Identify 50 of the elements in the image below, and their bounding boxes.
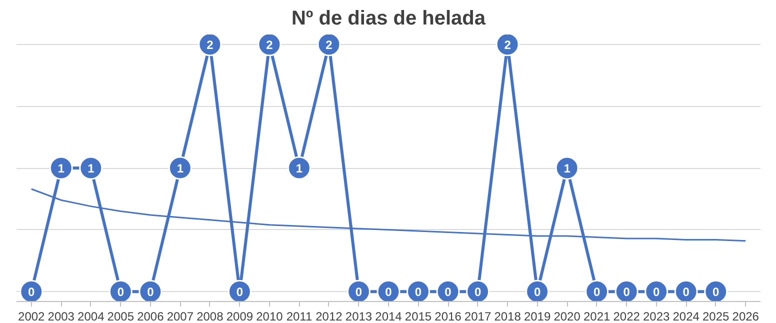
x-tick-label: 2020 [554,310,581,323]
data-label: 0 [117,285,124,300]
x-tick-label: 2013 [345,310,372,323]
data-label: 0 [653,285,660,300]
data-label: 1 [176,162,184,176]
data-label: 2 [206,38,214,52]
data-label: 0 [444,285,452,300]
data-label: 0 [385,285,392,300]
data-label: 1 [88,162,95,176]
data-label: 0 [474,285,482,300]
x-tick-label: 2015 [404,310,432,323]
data-label: 1 [296,162,303,176]
x-tick-label: 2002 [18,310,46,323]
data-label: 0 [147,285,154,300]
x-tick-label: 2012 [316,310,343,323]
data-label: 0 [355,285,362,300]
x-tick-label: 2009 [226,310,254,323]
x-tick-label: 2018 [494,310,522,323]
x-tick-label: 2010 [256,310,284,323]
chart-title: Nº de dias de helada [291,8,486,30]
x-tick-label: 2004 [78,310,105,323]
data-label: 0 [593,285,600,300]
x-tick-label: 2023 [642,310,670,323]
x-tick-label: 2021 [583,310,610,323]
data-label: 0 [623,285,630,300]
x-tick-label: 2026 [732,310,760,323]
data-label: 0 [28,285,36,300]
x-tick-label: 2019 [524,310,551,323]
data-label: 0 [236,285,244,300]
x-tick-label: 2016 [434,310,462,323]
x-tick-label: 2008 [196,310,224,323]
x-tick-label: 2025 [702,310,730,323]
x-tick-label: 2014 [375,310,402,323]
x-tick-label: 2022 [613,310,640,323]
data-label: 0 [534,285,541,300]
x-tick-label: 2024 [672,310,700,323]
data-label: 0 [414,285,422,300]
x-tick-label: 2017 [464,310,492,323]
data-label: 2 [326,38,333,52]
x-tick-label: 2003 [48,310,75,323]
data-label: 0 [712,285,720,300]
data-label: 2 [266,38,274,52]
data-label: 1 [58,162,65,176]
x-tick-label: 2007 [166,310,194,323]
x-tick-label: 2006 [137,310,164,323]
data-label: 2 [504,38,512,52]
x-tick-label: 2005 [107,310,134,323]
x-tick-label: 2011 [286,310,312,323]
data-label: 1 [564,162,571,176]
data-label: 0 [682,285,690,300]
